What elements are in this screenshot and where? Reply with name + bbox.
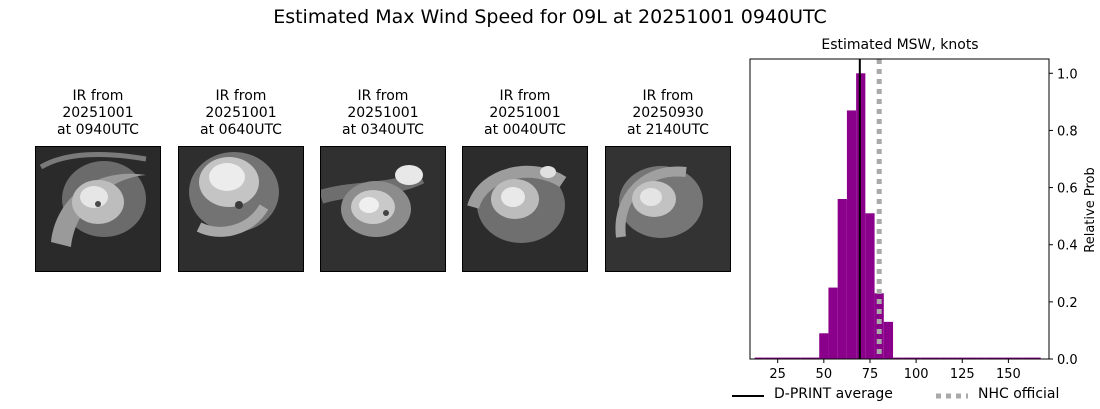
histogram-bar: [773, 357, 783, 359]
ir-panel-caption: IR from 20251001 at 0640UTC: [178, 88, 304, 140]
histogram-bar: [846, 110, 857, 359]
histogram-bar: [763, 357, 774, 359]
histogram-bar: [1003, 357, 1014, 359]
ir-panel-3: IR from 20251001 at 0340UTC: [320, 88, 446, 272]
histogram-bar: [1031, 357, 1041, 359]
ir-panel-1: IR from 20251001 at 0940UTC: [35, 88, 161, 272]
ir-panel-date: 20251001: [205, 105, 277, 121]
histogram-bar: [920, 357, 930, 359]
x-tick-label: 100: [904, 367, 929, 382]
ir-panel-date: 20251001: [489, 105, 561, 121]
y-tick-label: 0.6: [1057, 182, 1078, 197]
x-tick-label: 25: [769, 367, 786, 382]
satellite-ir-image: [462, 146, 588, 272]
ir-panel-time: at 2140UTC: [627, 122, 709, 138]
y-axis-label: Relative Prob: [1083, 167, 1098, 252]
histogram-bar: [893, 357, 903, 359]
ir-panel-label: IR from: [72, 88, 124, 104]
figure-title: Estimated Max Wind Speed for 09L at 2025…: [273, 6, 827, 28]
ir-panel-label: IR from: [499, 88, 551, 104]
ir-panel-time: at 0640UTC: [200, 122, 282, 138]
x-tick-label: 125: [950, 367, 975, 382]
ir-panel-2: IR from 20251001 at 0640UTC: [178, 88, 304, 272]
histogram-bar: [966, 357, 977, 359]
satellite-ir-image: [320, 146, 446, 272]
y-tick-label: 0.0: [1057, 353, 1078, 368]
histogram-bar: [791, 357, 801, 359]
histogram-bar: [754, 357, 764, 359]
histogram-bar: [1022, 357, 1032, 359]
histogram-bar: [911, 357, 921, 359]
histogram-bar: [828, 287, 838, 359]
ir-panel-4: IR from 20251001 at 0040UTC: [462, 88, 588, 272]
ir-panel-caption: IR from 20251001 at 0340UTC: [320, 88, 446, 140]
histogram-bar: [948, 357, 958, 359]
ir-panel-date: 20250930: [632, 105, 704, 121]
ir-panel-label: IR from: [215, 88, 267, 104]
x-tick-label: 75: [862, 367, 879, 382]
ir-panel-caption: IR from 20251001 at 0940UTC: [35, 88, 161, 140]
x-tick-label: 50: [816, 367, 833, 382]
histogram-bar: [902, 357, 912, 359]
satellite-ir-image: [178, 146, 304, 272]
y-tick-label: 0.4: [1057, 239, 1078, 254]
histogram-bar: [929, 357, 940, 359]
chart-title: Estimated MSW, knots: [821, 37, 978, 53]
histogram-bar: [837, 199, 847, 359]
histogram-bar: [994, 357, 1004, 359]
ir-panel-caption: IR from 20251001 at 0040UTC: [462, 88, 588, 140]
ir-panel-label: IR from: [642, 88, 694, 104]
histogram-bar: [957, 357, 967, 359]
histogram-bar: [782, 357, 792, 359]
satellite-ir-image: [605, 146, 731, 272]
histogram-bar: [819, 333, 829, 359]
ir-panel-time: at 0340UTC: [342, 122, 424, 138]
ir-panel-5: IR from 20250930 at 2140UTC: [605, 88, 731, 272]
ir-panel-time: at 0040UTC: [484, 122, 566, 138]
histogram-bar: [874, 293, 884, 359]
histogram-bar: [939, 357, 949, 359]
ir-panel-time: at 0940UTC: [57, 122, 139, 138]
histogram-bar: [865, 213, 875, 359]
y-tick-label: 0.8: [1057, 124, 1078, 139]
histogram-bar: [883, 321, 894, 359]
ir-panel-date: 20251001: [347, 105, 419, 121]
y-tick-label: 1.0: [1057, 67, 1078, 82]
ir-panel-date: 20251001: [62, 105, 134, 121]
plot-frame: [749, 58, 1050, 360]
histogram-bar: [809, 357, 820, 359]
legend-dprint-label: D-PRINT average: [774, 386, 893, 402]
y-tick-label: 0.2: [1057, 296, 1078, 311]
ir-panel-caption: IR from 20250930 at 2140UTC: [605, 88, 731, 140]
ir-panel-label: IR from: [357, 88, 409, 104]
satellite-ir-image: [35, 146, 161, 272]
x-tick-label: 150: [996, 367, 1021, 382]
legend-nhc-label: NHC official: [978, 386, 1060, 402]
histogram-bar: [976, 357, 986, 359]
histogram-bar: [1013, 357, 1023, 359]
histogram-bar: [985, 357, 995, 359]
histogram-bar: [800, 357, 810, 359]
